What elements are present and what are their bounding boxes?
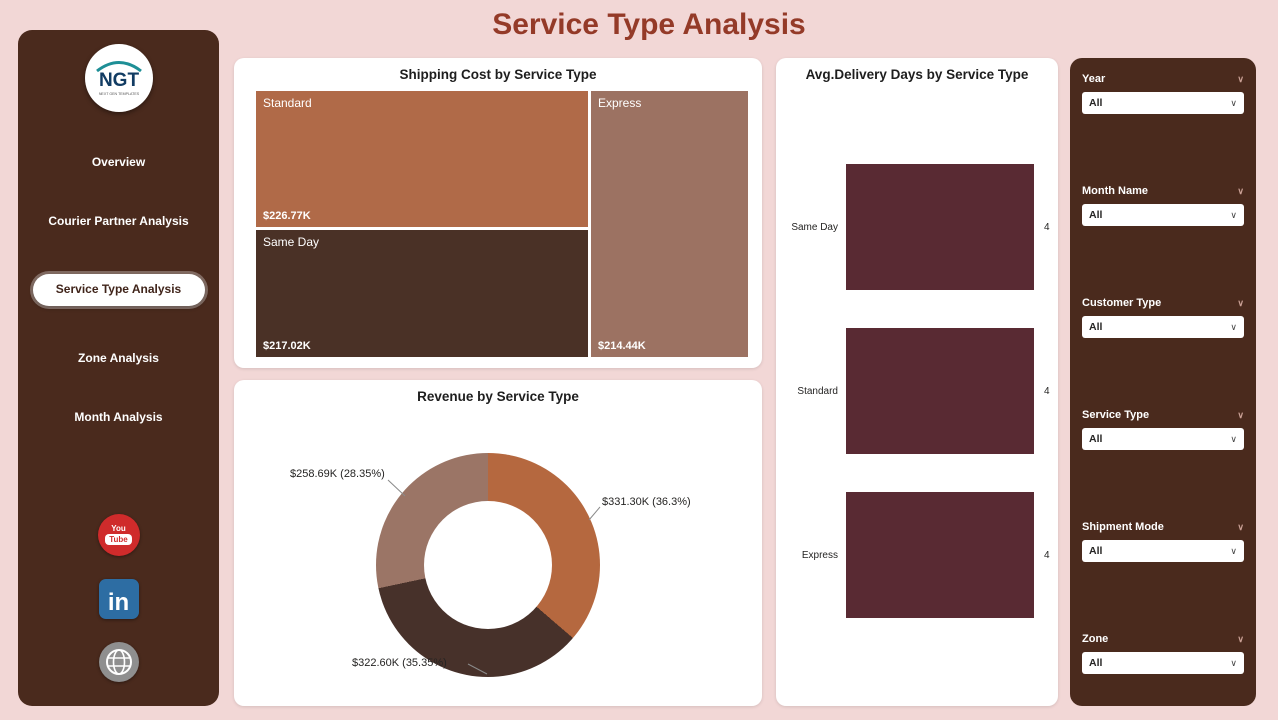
bar-category-label: Standard [797, 385, 838, 397]
sidebar-item-zone-analysis[interactable]: Zone Analysis [78, 350, 159, 365]
revenue-donut-card: Revenue by Service Type $331.30K (36.3%)… [234, 380, 762, 706]
chevron-down-icon[interactable]: ∨ [1237, 409, 1244, 420]
filter-customer-type: Customer Type ∨ All ∨ [1082, 297, 1244, 338]
treemap-cell-label: Express [598, 96, 642, 110]
filter-service-type-dropdown[interactable]: All ∨ [1082, 428, 1244, 450]
page-title: Service Type Analysis [492, 8, 806, 41]
chevron-down-icon: ∨ [1230, 433, 1237, 444]
filter-customer-type-dropdown[interactable]: All ∨ [1082, 316, 1244, 338]
filter-selected-value: All [1089, 97, 1103, 109]
chevron-down-icon: ∨ [1230, 657, 1237, 668]
logo-subtext: NEXT GEN TEMPLATES [98, 92, 139, 96]
filter-selected-value: All [1089, 545, 1103, 557]
treemap-cell-standard[interactable]: Standard $226.77K [256, 91, 588, 227]
shipping-cost-treemap-card: Shipping Cost by Service Type Standard $… [234, 58, 762, 368]
donut-chart[interactable] [376, 453, 600, 677]
chevron-down-icon[interactable]: ∨ [1237, 185, 1244, 196]
treemap-cell-value: $214.44K [598, 340, 646, 352]
filter-service-type: Service Type ∨ All ∨ [1082, 409, 1244, 450]
chevron-down-icon[interactable]: ∨ [1237, 633, 1244, 644]
filter-selected-value: All [1089, 433, 1103, 445]
bar-express[interactable] [846, 492, 1034, 618]
linkedin-icon[interactable]: in [98, 579, 139, 619]
filter-month-name: Month Name ∨ All ∨ [1082, 185, 1244, 226]
youtube-icon[interactable]: You Tube [97, 514, 140, 556]
filter-label: Zone [1082, 633, 1109, 645]
treemap-cell-value: $217.02K [263, 340, 311, 352]
filter-zone-dropdown[interactable]: All ∨ [1082, 652, 1244, 674]
treemap-cell-value: $226.77K [263, 210, 311, 222]
bar-same-day[interactable] [846, 164, 1034, 290]
chevron-down-icon: ∨ [1230, 209, 1237, 220]
logo-text: NGT [98, 70, 139, 91]
chevron-down-icon: ∨ [1230, 321, 1237, 332]
treemap-cell-label: Standard [263, 96, 312, 110]
bar-row-same-day: Same Day 4 [776, 164, 1058, 290]
sidebar-item-service-type-analysis[interactable]: Service Type Analysis [32, 274, 205, 306]
chevron-down-icon: ∨ [1230, 97, 1237, 108]
linkedin-icon-text: in [107, 589, 130, 616]
social-links: You Tube in [18, 514, 219, 682]
donut-label-mauve-slice: $258.69K (28.35%) [290, 468, 385, 480]
bar-row-express: Express 4 [776, 492, 1058, 618]
ngt-logo: NGT NEXT GEN TEMPLATES [84, 44, 153, 112]
sidebar-item-month-analysis[interactable]: Month Analysis [74, 409, 163, 424]
ngt-logo-art: NGT NEXT GEN TEMPLATES [95, 61, 142, 96]
filter-selected-value: All [1089, 657, 1103, 669]
avg-delivery-days-card: Avg.Delivery Days by Service Type Same D… [776, 58, 1058, 706]
filter-label: Customer Type [1082, 297, 1162, 309]
filter-label: Month Name [1082, 185, 1148, 197]
bar-chart-title: Avg.Delivery Days by Service Type [805, 67, 1029, 82]
chevron-down-icon: ∨ [1230, 545, 1237, 556]
donut-label-dark-slice: $322.60K (35.35%) [352, 657, 447, 669]
treemap-cell-same-day[interactable]: Same Day $217.02K [256, 230, 588, 357]
donut-title: Revenue by Service Type [417, 389, 579, 404]
treemap-cell-label: Same Day [263, 235, 320, 249]
bar-value-label: 4 [1044, 221, 1050, 233]
filter-zone: Zone ∨ All ∨ [1082, 633, 1244, 674]
sidebar: NGT NEXT GEN TEMPLATES Overview Courier … [18, 30, 219, 706]
sidebar-item-courier-partner-analysis[interactable]: Courier Partner Analysis [48, 214, 189, 229]
web-globe-icon[interactable] [98, 642, 139, 682]
filter-selected-value: All [1089, 209, 1103, 221]
bar-category-label: Same Day [791, 221, 838, 233]
youtube-icon-text-tube: Tube [105, 533, 132, 546]
filter-year-dropdown[interactable]: All ∨ [1082, 92, 1244, 114]
filter-shipment-mode-dropdown[interactable]: All ∨ [1082, 540, 1244, 562]
filter-label: Shipment Mode [1082, 521, 1164, 533]
sidebar-nav: Overview Courier Partner Analysis Servic… [18, 155, 219, 424]
bar-row-standard: Standard 4 [776, 328, 1058, 454]
youtube-icon-text-you: You [111, 523, 126, 533]
treemap-title: Shipping Cost by Service Type [399, 67, 597, 82]
filter-selected-value: All [1089, 321, 1103, 333]
sidebar-item-overview[interactable]: Overview [91, 155, 146, 169]
treemap: Standard $226.77K Same Day $217.02K Expr… [256, 91, 748, 357]
bar-standard[interactable] [846, 328, 1034, 454]
treemap-cell-express[interactable]: Express $214.44K [591, 91, 748, 357]
filter-label: Year [1082, 73, 1106, 85]
filter-year: Year ∨ All ∨ [1082, 73, 1244, 114]
filter-shipment-mode: Shipment Mode ∨ All ∨ [1082, 521, 1244, 562]
bar-category-label: Express [801, 549, 838, 561]
donut-label-orange-slice: $331.30K (36.3%) [602, 496, 691, 508]
filter-label: Service Type [1082, 409, 1150, 421]
bar-chart: Same Day 4 Standard 4 Express 4 [776, 164, 1058, 656]
chevron-down-icon[interactable]: ∨ [1237, 521, 1244, 532]
chevron-down-icon[interactable]: ∨ [1237, 73, 1244, 84]
bar-value-label: 4 [1044, 549, 1050, 561]
bar-value-label: 4 [1044, 385, 1050, 397]
globe-glyph [105, 649, 132, 675]
chevron-down-icon[interactable]: ∨ [1237, 297, 1244, 308]
filter-panel: Year ∨ All ∨ Month Name ∨ All ∨ Customer… [1070, 58, 1256, 706]
filter-month-name-dropdown[interactable]: All ∨ [1082, 204, 1244, 226]
